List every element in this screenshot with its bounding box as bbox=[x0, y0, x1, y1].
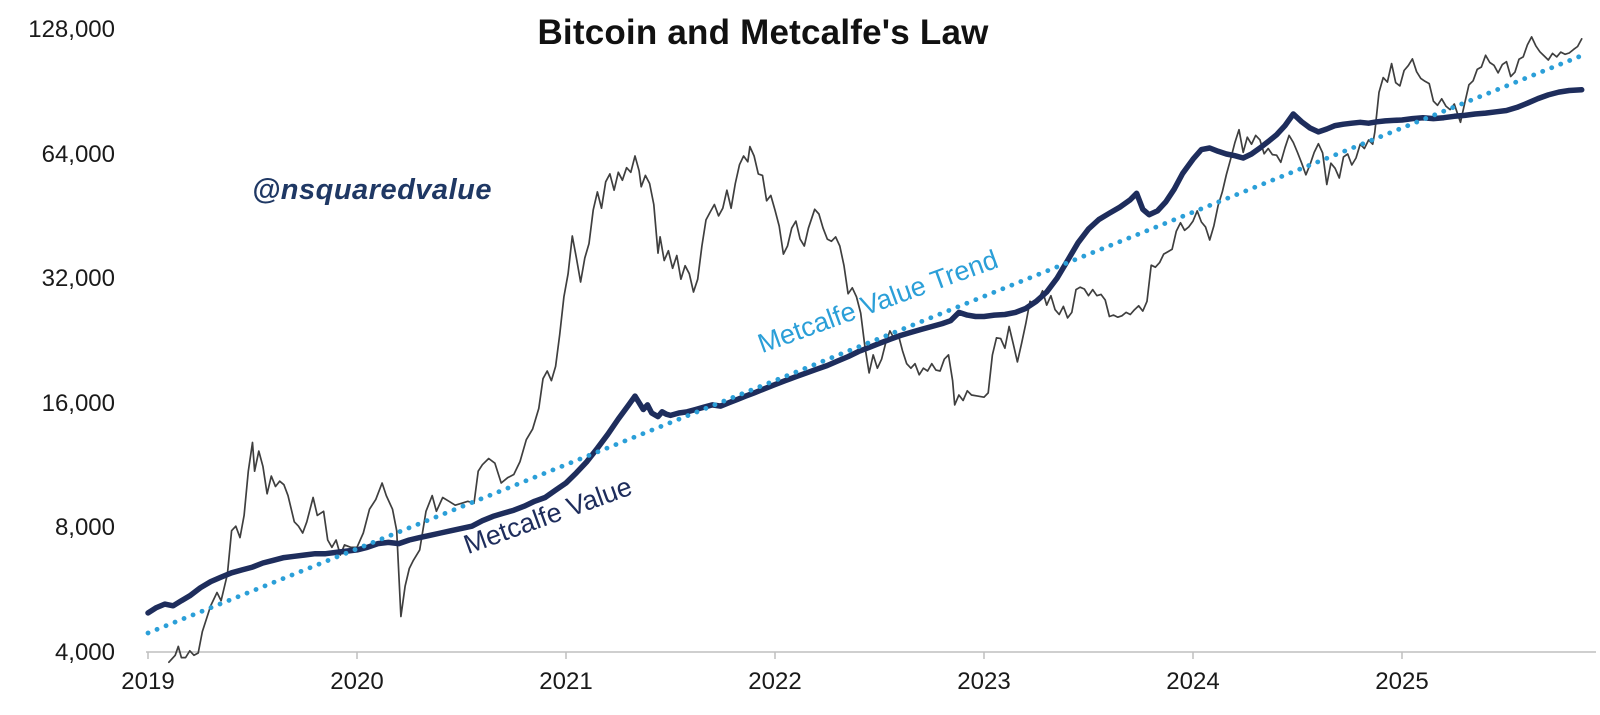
x-tick-label-2025: 2025 bbox=[1375, 668, 1429, 695]
y-tick-label-32,000: 32,000 bbox=[41, 265, 115, 293]
chart-title: Bitcoin and Metcalfe's Law bbox=[537, 13, 989, 52]
x-tick-label-2020: 2020 bbox=[330, 668, 384, 695]
bitcoin-price-line bbox=[168, 36, 1583, 664]
x-tick-label-2024: 2024 bbox=[1166, 668, 1220, 695]
y-tick-label-16,000: 16,000 bbox=[41, 389, 115, 417]
metcalfe-value-line bbox=[145, 87, 1585, 616]
y-tick-label-4,000: 4,000 bbox=[54, 639, 115, 666]
y-tick-label-64,000: 64,000 bbox=[41, 140, 115, 168]
x-tick-label-2021: 2021 bbox=[539, 668, 593, 695]
x-tick-label-2019: 2019 bbox=[121, 668, 175, 695]
watermark: @nsquaredvalue bbox=[252, 174, 492, 206]
metcalfe-value-trend-line bbox=[145, 52, 1587, 636]
x-tick-label-2022: 2022 bbox=[748, 668, 802, 695]
y-tick-label-8,000: 8,000 bbox=[54, 514, 115, 542]
x-tick-label-2023: 2023 bbox=[957, 668, 1011, 695]
y-tick-label-128,000: 128,000 bbox=[28, 16, 115, 43]
